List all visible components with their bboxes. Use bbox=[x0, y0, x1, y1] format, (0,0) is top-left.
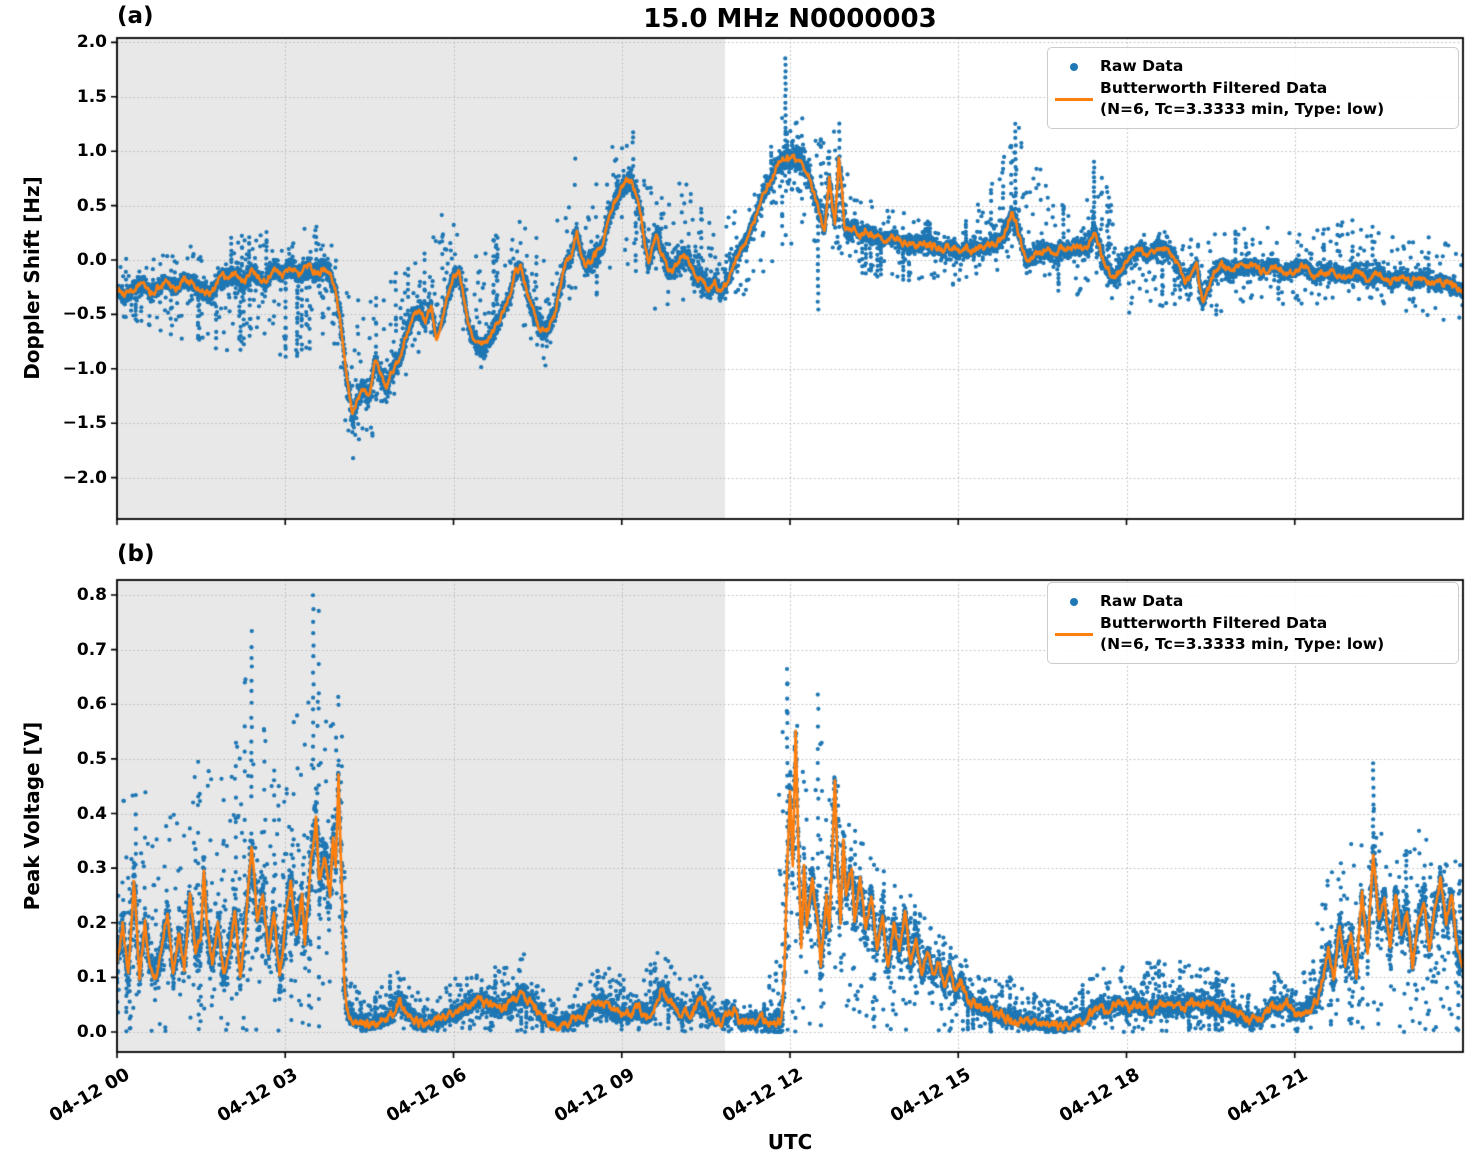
y-tick-label: 0.2 bbox=[76, 912, 107, 933]
y-tick-label: −0.5 bbox=[62, 304, 107, 325]
raw-data-marker-icon bbox=[1070, 597, 1078, 606]
y-tick-label: 0.3 bbox=[76, 858, 107, 879]
legend-filtered-label: Butterworth Filtered Data bbox=[1100, 614, 1328, 632]
legend-handle bbox=[1048, 632, 1100, 636]
legend-handle bbox=[1048, 62, 1100, 71]
legend-panel-b: Raw Data Butterworth Filtered Data (N=6,… bbox=[1047, 582, 1459, 664]
filtered-line-swatch-icon bbox=[1055, 97, 1093, 101]
filtered-line-swatch-icon bbox=[1055, 632, 1093, 636]
x-axis-label-utc: UTC bbox=[767, 1130, 813, 1154]
legend-handle bbox=[1048, 597, 1100, 606]
legend-filtered-labels: Butterworth Filtered Data (N=6, Tc=3.333… bbox=[1100, 613, 1384, 655]
panel-b-label: (b) bbox=[117, 541, 155, 567]
legend-handle bbox=[1048, 97, 1100, 101]
y-tick-label: 0.5 bbox=[76, 748, 107, 769]
legend-raw-label: Raw Data bbox=[1100, 592, 1184, 610]
figure-title: 15.0 MHz N0000003 bbox=[643, 4, 937, 34]
legend-raw-label: Raw Data bbox=[1100, 57, 1184, 75]
y-tick-label: 0.7 bbox=[76, 639, 107, 660]
legend-entry-raw-data: Raw Data bbox=[1048, 591, 1452, 612]
y-tick-label: 0.4 bbox=[76, 803, 107, 824]
legend-entry-filtered-data: Butterworth Filtered Data (N=6, Tc=3.333… bbox=[1048, 613, 1452, 655]
panel-a-label: (a) bbox=[117, 3, 154, 29]
y-tick-label: 2.0 bbox=[76, 32, 107, 53]
legend-filtered-sublabel: (N=6, Tc=3.3333 min, Type: low) bbox=[1100, 635, 1385, 653]
y-tick-label: 0.5 bbox=[76, 195, 107, 216]
legend-filtered-sublabel: (N=6, Tc=3.3333 min, Type: low) bbox=[1100, 100, 1385, 118]
y-tick-label: 0.6 bbox=[76, 694, 107, 715]
legend-entry-filtered-data: Butterworth Filtered Data (N=6, Tc=3.333… bbox=[1048, 78, 1452, 120]
y-tick-label: 0.8 bbox=[76, 585, 107, 605]
y-tick-label: 0.1 bbox=[76, 967, 107, 988]
raw-data-marker-icon bbox=[1070, 62, 1078, 71]
y-tick-label: −2.0 bbox=[62, 467, 107, 488]
legend-entry-raw-data: Raw Data bbox=[1048, 56, 1452, 77]
legend-filtered-labels: Butterworth Filtered Data (N=6, Tc=3.333… bbox=[1100, 78, 1384, 120]
y-tick-label: 1.5 bbox=[76, 86, 107, 107]
y-tick-label: 0.0 bbox=[76, 250, 107, 270]
legend-filtered-label: Butterworth Filtered Data bbox=[1100, 79, 1328, 97]
y-tick-label: −1.5 bbox=[62, 413, 107, 434]
legend-panel-a: Raw Data Butterworth Filtered Data (N=6,… bbox=[1047, 47, 1459, 129]
y-tick-label: 1.0 bbox=[76, 141, 107, 162]
y-tick-label: 0.0 bbox=[76, 1022, 107, 1042]
y-tick-label: −1.0 bbox=[62, 358, 107, 379]
